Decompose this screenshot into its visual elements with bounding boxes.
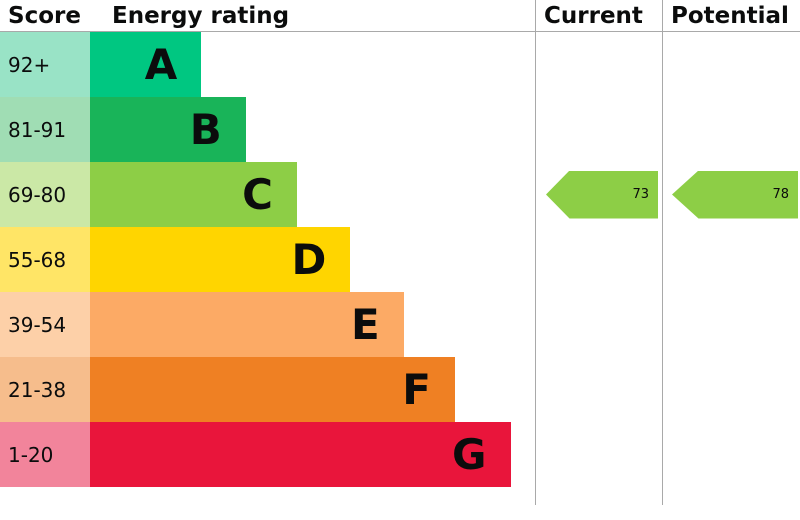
score-range: 39-54 (0, 292, 90, 357)
band-row: 69-80 C (0, 162, 535, 227)
score-range: 81-91 (0, 97, 90, 162)
header-current: Current (544, 2, 643, 29)
header-divider (0, 31, 800, 32)
header-energy-rating: Energy rating (112, 2, 290, 29)
rating-letter: B (189, 104, 222, 154)
rating-bar: D (90, 227, 351, 292)
current-value: 73 (632, 187, 649, 202)
rating-letter: G (452, 429, 487, 479)
rating-letter: A (144, 39, 178, 89)
band-row: 92+ A (0, 32, 535, 97)
rating-section: Score Energy rating 92+ A 81-91 (0, 0, 535, 487)
rating-bar: E (90, 292, 404, 357)
score-range: 92+ (0, 32, 90, 97)
potential-column: Potential 78 (662, 0, 800, 505)
band-row: 1-20 G (0, 422, 535, 487)
band-row: 55-68 D (0, 227, 535, 292)
score-range: 55-68 (0, 227, 90, 292)
rating-letter: C (242, 169, 273, 219)
header-potential: Potential (671, 2, 789, 29)
rating-bar: A (90, 32, 202, 97)
rating-bar: F (90, 357, 455, 422)
bar-area: F (90, 357, 535, 422)
band-row: 21-38 F (0, 357, 535, 422)
bar-area: B (90, 97, 535, 162)
current-column: Current 73 (535, 0, 662, 505)
rating-bar: C (90, 162, 297, 227)
band-rows: 92+ A 81-91 B 69-8 (0, 32, 535, 487)
rating-letter: F (402, 364, 431, 414)
rating-letter: E (351, 299, 380, 349)
score-range: 69-80 (0, 162, 90, 227)
rating-bar: B (90, 97, 246, 162)
bar-area: A (90, 32, 535, 97)
header-score: Score (8, 2, 81, 29)
band-row: 81-91 B (0, 97, 535, 162)
rating-bar: G (90, 422, 511, 487)
score-range: 21-38 (0, 357, 90, 422)
potential-value: 78 (772, 187, 789, 202)
band-row: 39-54 E (0, 292, 535, 357)
bar-area: C (90, 162, 535, 227)
bar-area: G (90, 422, 535, 487)
potential-arrow: 78 (672, 170, 798, 219)
score-range: 1-20 (0, 422, 90, 487)
bar-area: D (90, 227, 535, 292)
rating-header-row: Score Energy rating (0, 0, 535, 31)
bar-area: E (90, 292, 535, 357)
rating-letter: D (291, 234, 327, 284)
current-arrow: 73 (546, 170, 658, 219)
